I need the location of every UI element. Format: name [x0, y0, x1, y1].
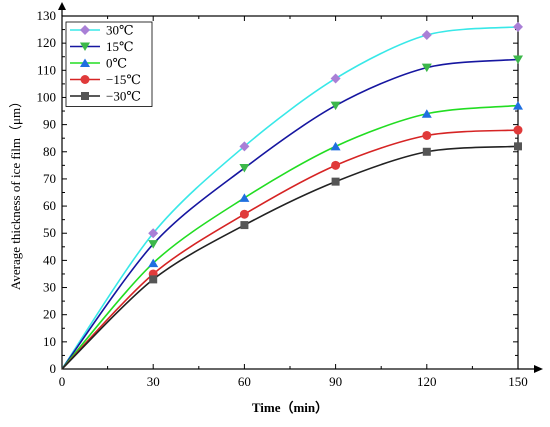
legend-label: 15℃	[106, 39, 134, 54]
legend-label: 0℃	[106, 56, 127, 71]
legend-item: 15℃	[70, 39, 134, 54]
y-tick-label: 100	[37, 89, 57, 104]
legend-marker	[81, 92, 89, 100]
y-tick-label: 70	[43, 171, 56, 186]
data-point	[330, 73, 341, 84]
series-group	[61, 21, 523, 370]
x-tick-label: 90	[329, 374, 342, 389]
data-point	[240, 221, 249, 230]
data-point	[421, 30, 432, 41]
data-point	[513, 125, 523, 135]
data-point	[148, 240, 159, 249]
legend-label: 30℃	[106, 23, 134, 38]
legend-label: −15℃	[106, 72, 141, 87]
y-tick-label: 60	[43, 198, 56, 213]
data-point	[239, 209, 249, 219]
series-2	[61, 101, 523, 370]
legend-item: −30℃	[70, 89, 141, 104]
data-point	[148, 228, 159, 239]
series-line	[61, 104, 519, 370]
y-tick-label: 10	[43, 334, 56, 349]
x-axis-label: Time（min）	[252, 400, 328, 415]
y-tick-label: 120	[37, 35, 57, 50]
data-point	[422, 147, 431, 156]
legend-marker	[80, 58, 90, 67]
x-tick-label: 120	[417, 374, 437, 389]
legend-marker	[80, 42, 90, 51]
x-tick-label: 0	[59, 374, 66, 389]
data-point	[239, 141, 250, 152]
y-tick-label: 50	[43, 225, 56, 240]
y-axis-label: Average thickness of ice film（μm）	[8, 95, 23, 290]
data-point	[513, 21, 523, 32]
data-point	[149, 275, 158, 284]
data-point	[421, 109, 432, 118]
data-point	[239, 193, 250, 202]
y-tick-label: 90	[43, 117, 56, 132]
legend: 30℃15℃ 0℃−15℃ −30℃	[65, 21, 153, 107]
y-tick-label: 130	[37, 8, 57, 23]
y-tick-label: 110	[37, 62, 56, 77]
data-point	[330, 141, 341, 151]
data-point	[421, 63, 432, 73]
x-tick-label: 30	[147, 374, 160, 389]
data-point	[422, 130, 432, 140]
data-point	[331, 160, 341, 170]
legend-label: −30℃	[106, 89, 141, 104]
y-tick-label: 80	[43, 144, 56, 159]
series-0	[61, 21, 523, 370]
ticks: 0 10 20 30 40 50 60 70 80 90 100 110 120 130 0 30 60 90 12…	[37, 8, 528, 389]
y-tick-label: 30	[43, 280, 56, 295]
x-tick-label: 150	[508, 374, 528, 389]
legend-item: 0℃	[70, 56, 127, 71]
series-4	[61, 142, 522, 370]
data-point	[514, 142, 522, 151]
legend-box	[65, 21, 153, 107]
x-tick-label: 60	[238, 374, 251, 389]
legend-marker	[80, 75, 90, 84]
y-tick-label: 40	[43, 252, 56, 267]
legend-item: 30℃	[70, 23, 134, 38]
series-line	[61, 129, 519, 370]
data-point	[331, 177, 340, 186]
y-tick-label: 20	[43, 307, 56, 322]
series-1	[61, 55, 523, 370]
series-3	[61, 125, 523, 370]
legend-item: −15℃	[70, 72, 141, 87]
x-axis-arrowhead	[534, 365, 543, 373]
data-point	[513, 55, 523, 64]
series-line	[61, 145, 519, 370]
y-axis-arrowhead	[58, 2, 66, 10]
data-point	[330, 101, 341, 111]
data-point	[239, 164, 250, 173]
data-point	[148, 258, 159, 268]
legend-marker	[80, 25, 90, 35]
y-tick-label: 0	[50, 361, 57, 376]
data-point	[513, 101, 523, 110]
